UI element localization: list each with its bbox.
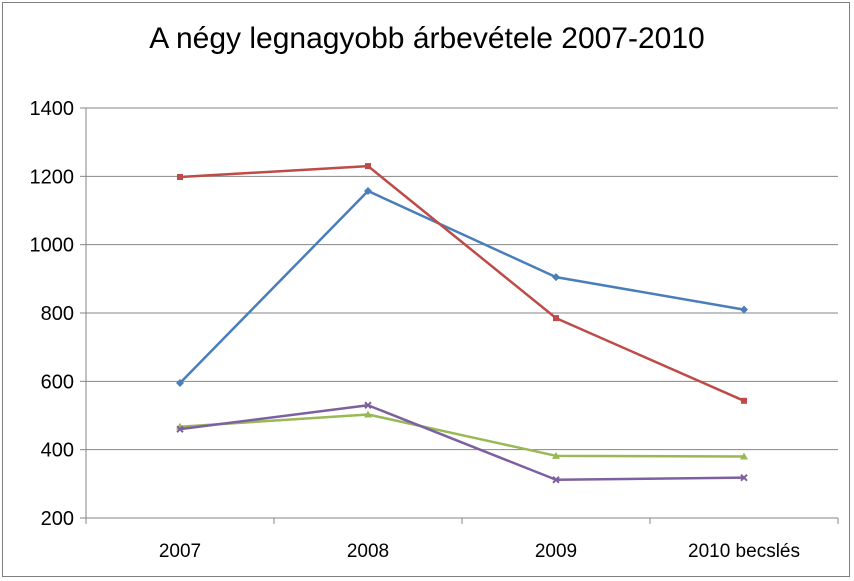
series-group: [176, 163, 748, 484]
x-tick-label: 2010 becslés: [688, 541, 800, 562]
data-point: [553, 315, 559, 322]
gridlines: [86, 107, 838, 451]
data-point: [741, 397, 747, 404]
data-point: [552, 451, 560, 459]
data-point: [552, 476, 560, 484]
series-1: [176, 187, 748, 388]
x-tick-label: 2007: [159, 541, 201, 562]
data-point: [177, 174, 183, 181]
data-point: [740, 452, 748, 460]
series-line: [179, 189, 745, 384]
data-point: [176, 425, 184, 433]
chart-title: A négy legnagyobb árbevétele 2007-2010: [149, 22, 705, 55]
data-point: [176, 379, 184, 388]
data-point: [740, 473, 748, 482]
data-point: [364, 401, 372, 409]
y-tick-label: 1000: [30, 235, 75, 257]
series-line: [179, 413, 745, 458]
series-4: [176, 401, 748, 484]
series-2: [177, 163, 747, 404]
data-point: [365, 163, 371, 170]
y-tick-label: 200: [41, 508, 74, 530]
y-tick-label: 1200: [30, 166, 75, 188]
data-point: [364, 187, 372, 196]
y-tick-label: 400: [41, 440, 74, 462]
axes: [80, 107, 839, 524]
data-point: [740, 305, 748, 314]
series-line: [179, 404, 745, 481]
x-tick-label: 2008: [347, 541, 389, 562]
y-tick-label: 600: [41, 371, 74, 393]
series-line: [179, 164, 745, 402]
y-tick-labels: 200 400 600 800 1000 1200 1400: [30, 98, 75, 530]
x-tick-label: 2009: [535, 541, 577, 562]
data-point: [552, 273, 560, 282]
y-tick-label: 800: [41, 303, 74, 325]
data-point: [364, 410, 372, 418]
x-tick-labels: 2007 2008 2009 2010 becslés: [159, 541, 800, 562]
y-tick-label: 1400: [30, 98, 75, 120]
